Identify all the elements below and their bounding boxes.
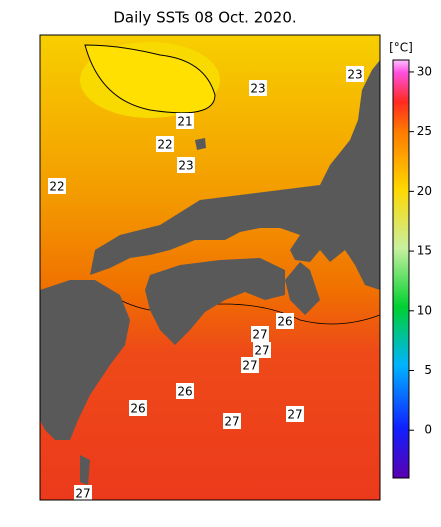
colorbar-unit: [°C] bbox=[389, 41, 413, 55]
land-kii bbox=[285, 262, 320, 315]
contour-label-box bbox=[156, 136, 174, 152]
contour-label-box bbox=[241, 357, 259, 373]
contour-label: 27 bbox=[224, 415, 239, 429]
contour-21 bbox=[84, 44, 216, 114]
contour-label: 27 bbox=[242, 359, 257, 373]
map-title: Daily SSTs 08 Oct. 2020. bbox=[113, 9, 296, 27]
contour-label: 26 bbox=[277, 315, 292, 329]
contour-label: 27 bbox=[254, 344, 269, 358]
contour-label-box bbox=[276, 313, 294, 329]
contour-label-box bbox=[251, 326, 269, 342]
contour-label: 26 bbox=[130, 402, 145, 416]
land-honshu bbox=[90, 60, 380, 290]
contour-label: 22 bbox=[157, 138, 172, 152]
contour-label-box bbox=[177, 157, 195, 173]
contour-label-box bbox=[176, 113, 194, 129]
contour-label: 27 bbox=[287, 408, 302, 422]
contour-label: 23 bbox=[250, 82, 265, 96]
land-sado bbox=[325, 192, 338, 212]
colorbar-tick-label: 10 bbox=[417, 303, 432, 317]
land-tanegashima bbox=[80, 455, 90, 485]
contour-label-box bbox=[74, 485, 92, 500]
contour-label-box bbox=[129, 400, 147, 416]
colorbar-ticks: 0 5 10 15 20 25 30 bbox=[409, 64, 432, 437]
land-shikoku bbox=[145, 258, 285, 345]
contour-label-box bbox=[176, 383, 194, 399]
map-frame bbox=[39, 34, 381, 501]
contour-label: 27 bbox=[252, 328, 267, 342]
land-oki bbox=[195, 138, 206, 150]
colorbar-tick-label: 5 bbox=[424, 363, 432, 377]
colorbar bbox=[392, 59, 410, 479]
contour-label: 22 bbox=[49, 180, 64, 194]
contour-label: 23 bbox=[347, 68, 362, 82]
contour-label-box bbox=[286, 406, 304, 422]
colorbar-tick-label: 15 bbox=[417, 244, 432, 258]
contour-label: 21 bbox=[177, 115, 192, 129]
colorbar-tick-label: 0 bbox=[424, 423, 432, 437]
colorbar-tick-label: 30 bbox=[417, 64, 432, 78]
colorbar-tick-label: 25 bbox=[417, 124, 432, 138]
contour-label-box bbox=[223, 413, 241, 429]
contour-label-box bbox=[249, 80, 267, 96]
contour-label: 26 bbox=[177, 385, 192, 399]
land-kyushu bbox=[40, 280, 130, 440]
contour-label: 27 bbox=[75, 487, 90, 501]
contour-label-box bbox=[253, 342, 271, 358]
contour-label-box bbox=[346, 66, 364, 82]
colorbar-tick-label: 20 bbox=[417, 184, 432, 198]
contour-label-box bbox=[48, 178, 66, 194]
contour-label: 23 bbox=[178, 159, 193, 173]
